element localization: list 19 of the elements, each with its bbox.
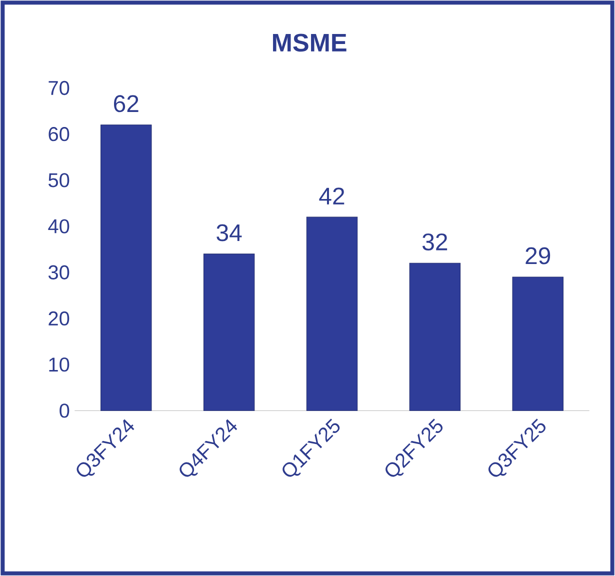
- y-tick-label: 0: [60, 404, 70, 418]
- data-label: 29: [526, 247, 550, 264]
- bar: [306, 216, 358, 411]
- chart-title: MSME: [273, 34, 346, 52]
- y-tick-label: 30: [48, 265, 70, 280]
- y-tick-label: 40: [48, 219, 70, 234]
- bar: [512, 276, 564, 411]
- y-tick-label: 70: [48, 80, 70, 96]
- bar: [100, 124, 152, 411]
- bar: [409, 262, 461, 411]
- data-label: 32: [422, 233, 448, 250]
- data-label: 62: [114, 95, 138, 112]
- y-tick-label: 20: [48, 311, 70, 326]
- bar: [203, 254, 255, 411]
- y-tick-label: 10: [49, 357, 70, 372]
- data-label: 42: [319, 188, 344, 204]
- data-label: 34: [216, 224, 242, 242]
- y-tick-label: 60: [48, 127, 70, 142]
- y-tick-label: 50: [48, 173, 70, 188]
